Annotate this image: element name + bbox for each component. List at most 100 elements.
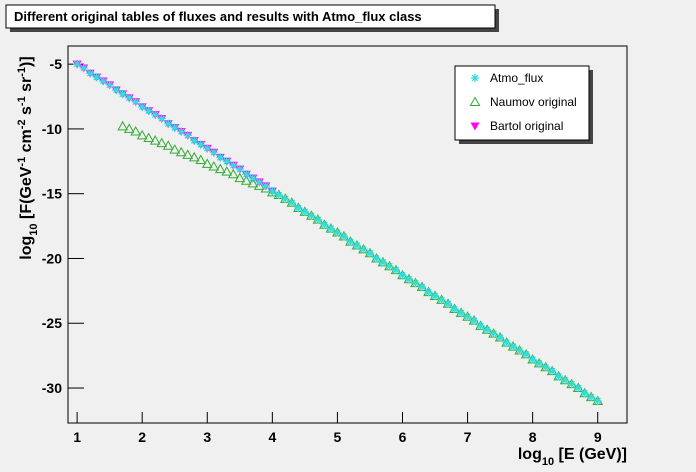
legend-marker	[471, 74, 479, 82]
x-tick-label: 5	[334, 429, 342, 445]
data-point	[183, 131, 192, 140]
data-point	[457, 308, 466, 317]
data-point	[496, 333, 505, 342]
data-point	[151, 110, 160, 119]
data-point	[136, 129, 148, 140]
data-point	[502, 338, 511, 347]
data-point	[99, 76, 108, 85]
data-point	[404, 275, 413, 284]
data-point	[431, 292, 440, 301]
data-point	[444, 299, 453, 308]
data-point	[86, 69, 95, 78]
data-point	[300, 207, 309, 216]
label-part: log	[518, 446, 542, 463]
data-point	[255, 178, 264, 187]
data-point	[253, 180, 265, 190]
y-tick-label: -20	[42, 250, 62, 266]
data-point	[170, 123, 179, 132]
data-point	[535, 359, 544, 368]
x-tick-label: 9	[594, 429, 602, 445]
y-tick-label: -25	[42, 315, 62, 331]
data-point	[385, 262, 394, 271]
y-tick-label: -5	[50, 56, 63, 72]
chart-title: Different original tables of fluxes and …	[14, 9, 422, 24]
data-point	[528, 355, 537, 364]
data-point	[509, 342, 518, 351]
data-point	[391, 266, 400, 275]
data-point	[130, 125, 142, 136]
data-point	[587, 393, 596, 402]
label-part: 10	[28, 223, 40, 235]
data-point	[235, 165, 244, 174]
legend-label: Atmo_flux	[490, 71, 543, 85]
data-point	[190, 136, 199, 145]
data-point	[554, 372, 563, 381]
data-point	[580, 389, 589, 398]
data-point	[470, 316, 479, 325]
x-axis-label: log10 [E (GeV)]	[518, 446, 627, 468]
data-point	[92, 73, 101, 82]
data-point	[117, 120, 129, 131]
data-point	[247, 177, 259, 188]
data-point	[143, 132, 155, 142]
x-tick-label: 7	[464, 429, 472, 445]
data-point	[188, 151, 200, 162]
data-point	[112, 86, 121, 95]
data-point	[411, 279, 420, 288]
data-point	[209, 148, 218, 157]
data-point	[131, 97, 140, 106]
title-box	[5, 4, 496, 29]
data-point	[229, 161, 238, 170]
y-axis-label: log10 [F(GeV-1 cm-2 s-1 sr-1)]	[16, 56, 40, 259]
data-point	[227, 168, 239, 179]
data-point	[73, 60, 82, 69]
legend-marker	[469, 96, 481, 106]
label-part: 10	[542, 456, 554, 468]
data-point	[195, 154, 207, 165]
y-tick-label: -15	[42, 186, 62, 202]
label-part: log	[18, 236, 35, 260]
data-point	[266, 186, 278, 197]
data-point	[123, 123, 135, 133]
data-point	[359, 245, 368, 254]
data-point	[222, 157, 231, 166]
legend-label: Bartol original	[490, 119, 563, 133]
data-point	[424, 288, 433, 297]
data-point	[489, 329, 498, 338]
data-point	[287, 198, 296, 207]
label-part: sr	[18, 77, 35, 97]
label-part: -1	[16, 67, 28, 77]
data-point	[214, 163, 226, 174]
data-point	[294, 203, 303, 212]
data-point	[593, 396, 602, 405]
data-point	[274, 190, 283, 199]
data-point	[138, 102, 147, 111]
data-point	[144, 106, 153, 115]
data-point	[175, 146, 187, 157]
data-point	[281, 194, 290, 203]
y-tick-label: -30	[42, 380, 62, 396]
data-point	[365, 249, 374, 258]
data-point	[182, 149, 194, 159]
label-part: [E (GeV)]	[554, 446, 627, 463]
data-point	[476, 321, 485, 330]
data-point	[208, 160, 220, 171]
data-point	[118, 89, 127, 98]
data-point	[307, 211, 316, 220]
data-point	[574, 384, 583, 393]
data-point	[372, 254, 381, 263]
data-point	[320, 220, 329, 229]
data-point	[483, 325, 492, 334]
data-point	[201, 158, 213, 168]
label-part: s	[18, 106, 35, 119]
x-tick-label: 1	[73, 429, 81, 445]
data-point	[515, 346, 524, 355]
data-point	[240, 175, 252, 185]
data-point	[216, 153, 225, 162]
data-point	[561, 376, 570, 385]
data-point	[79, 64, 88, 73]
data-point	[326, 224, 335, 233]
data-point	[105, 80, 114, 89]
data-point	[169, 144, 181, 154]
